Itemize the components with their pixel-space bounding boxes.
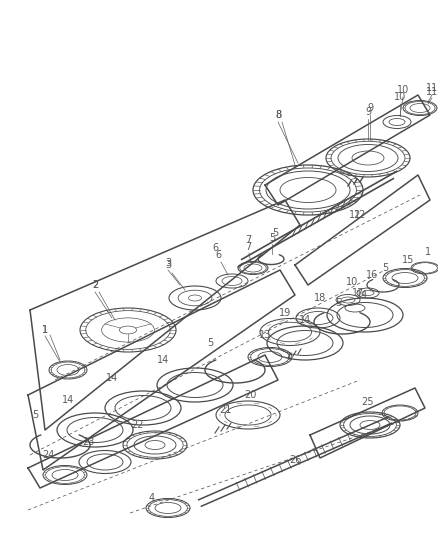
Text: 10: 10	[394, 92, 406, 102]
Text: 24: 24	[42, 450, 54, 460]
Text: 17: 17	[352, 288, 364, 298]
Text: 12: 12	[354, 210, 366, 220]
Text: 2: 2	[92, 280, 98, 290]
Text: 21: 21	[219, 405, 231, 415]
Text: 3: 3	[165, 260, 171, 270]
Text: 5: 5	[207, 338, 213, 348]
Text: 9: 9	[367, 103, 373, 113]
Text: 14: 14	[106, 373, 118, 383]
Text: 23: 23	[82, 437, 94, 447]
Text: 15: 15	[402, 255, 414, 265]
Text: 10: 10	[346, 277, 358, 287]
Text: 8: 8	[275, 110, 281, 120]
Text: 4: 4	[149, 493, 155, 503]
Text: 5: 5	[272, 228, 278, 238]
Text: 26: 26	[289, 455, 301, 465]
Text: 16: 16	[366, 270, 378, 280]
Text: 6: 6	[212, 243, 218, 253]
Text: 5: 5	[32, 410, 38, 420]
Text: 1: 1	[42, 325, 48, 335]
Text: 1: 1	[425, 247, 431, 257]
Text: 11: 11	[426, 87, 438, 97]
Text: 14: 14	[356, 290, 368, 300]
Text: 20: 20	[244, 390, 256, 400]
Text: 5: 5	[269, 233, 275, 243]
Text: 14: 14	[157, 355, 169, 365]
Text: 5: 5	[335, 298, 341, 308]
Text: 5: 5	[382, 263, 388, 273]
Text: 2: 2	[92, 280, 98, 290]
Text: 19: 19	[279, 308, 291, 318]
Text: 1: 1	[42, 325, 48, 335]
Text: 11: 11	[426, 83, 438, 93]
Text: 22: 22	[132, 420, 144, 430]
Text: 7: 7	[245, 242, 251, 252]
Text: 7: 7	[245, 235, 251, 245]
Text: 12: 12	[349, 210, 361, 220]
Text: 8: 8	[275, 110, 281, 120]
Text: 9: 9	[365, 107, 371, 117]
Text: 14: 14	[299, 315, 311, 325]
Text: 13: 13	[259, 330, 271, 340]
Text: 6: 6	[215, 250, 221, 260]
Text: 3: 3	[165, 258, 171, 268]
Text: 18: 18	[314, 293, 326, 303]
Text: 14: 14	[62, 395, 74, 405]
Text: 10: 10	[397, 85, 409, 95]
Text: 25: 25	[362, 397, 374, 407]
